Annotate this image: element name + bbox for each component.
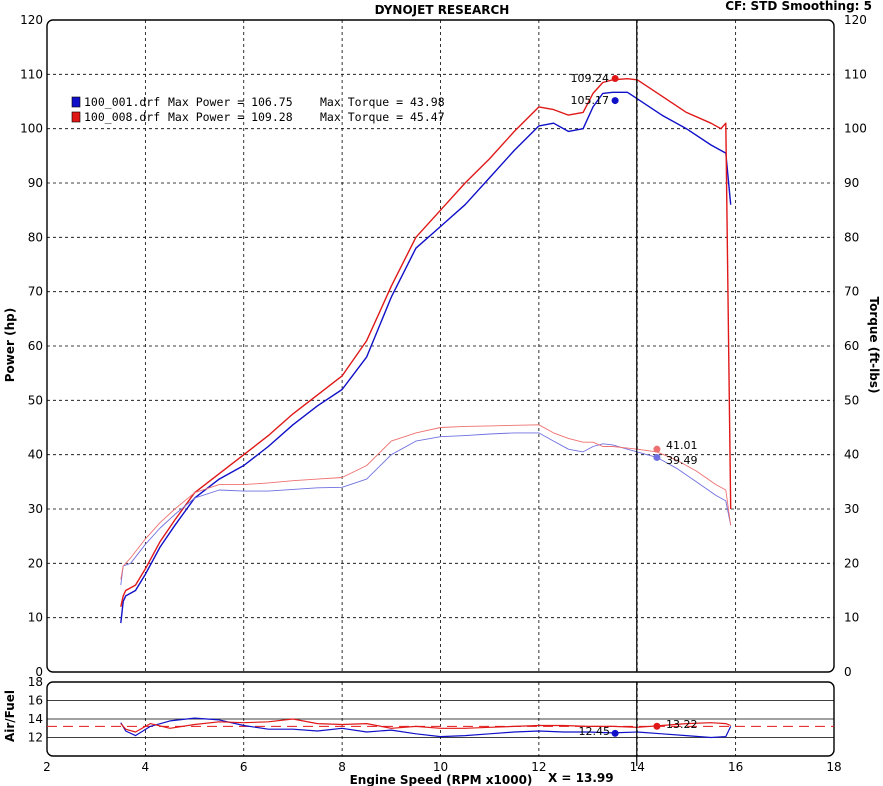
legend-torque-blue: Max Torque = 43.98 xyxy=(320,95,445,109)
x-tick-label: 4 xyxy=(142,760,150,774)
series-line-torque-2 xyxy=(120,432,732,586)
y-tick-left-label: 50 xyxy=(28,393,43,407)
y-tick-left-label: 70 xyxy=(28,285,43,299)
legend: 100_001.drf Max Power = 106.75 Max Torqu… xyxy=(71,95,445,124)
annotation-torque-red: 41.01 xyxy=(666,439,698,452)
y-tick-right-label: 50 xyxy=(844,393,859,407)
annotation-af-blue: 12.45 xyxy=(579,725,611,738)
settings-info: CF: STD Smoothing: 5 xyxy=(725,0,872,13)
series-line-torque-3 xyxy=(120,424,732,580)
air-fuel-axis-label: Air/Fuel xyxy=(3,690,17,742)
y-tick-left-label: 90 xyxy=(28,176,43,190)
y-axis-left-label: Power (hp) xyxy=(3,308,17,382)
marker-power-red xyxy=(611,74,619,82)
air-fuel-series-line-1 xyxy=(120,718,731,733)
annotation-power-blue: 105.17 xyxy=(571,94,610,107)
x-tick-label: 2 xyxy=(43,760,51,774)
y-tick-right-label: 10 xyxy=(844,611,859,625)
legend-torque-red: Max Torque = 45.47 xyxy=(320,110,445,124)
y-tick-right-label: 100 xyxy=(844,122,867,136)
legend-power-red: Max Power = 109.28 xyxy=(168,110,293,124)
y-tick-right-label: 60 xyxy=(844,339,859,353)
y-tick-left-label: 40 xyxy=(28,448,43,462)
marker-af-red xyxy=(653,722,661,730)
annotation-power-red: 109.24 xyxy=(571,72,610,85)
air-fuel-y-tick-label: 12 xyxy=(28,731,43,745)
chart-title: DYNOJET RESEARCH xyxy=(375,3,510,17)
y-tick-left-label: 0 xyxy=(35,665,43,679)
x-tick-label: 18 xyxy=(826,760,841,774)
marker-torque-blue xyxy=(653,453,661,461)
legend-swatch-blue xyxy=(71,96,81,108)
series-line-power-1 xyxy=(120,78,732,607)
annotation-af-red: 13.22 xyxy=(666,718,698,731)
air-fuel-y-tick-label: 18 xyxy=(28,675,43,689)
x-tick-label: 12 xyxy=(531,760,546,774)
marker-power-blue xyxy=(611,97,619,105)
cursor-readout: X = 13.99 xyxy=(548,771,614,785)
y-tick-right-label: 70 xyxy=(844,285,859,299)
y-tick-right-label: 20 xyxy=(844,556,859,570)
air-fuel-plot-grid xyxy=(46,681,835,757)
y-tick-right-label: 120 xyxy=(844,13,867,27)
y-tick-right-label: 90 xyxy=(844,176,859,190)
markers-layer xyxy=(611,20,661,766)
air-fuel-series-line-0 xyxy=(120,717,732,739)
x-tick-label: 8 xyxy=(338,760,346,774)
ticks-layer: 0 0 10 10 20 20 30 30 40 40 50 50 60 60 70 70 80 80 90 90 10… xyxy=(20,13,867,774)
legend-file-red: 100_008.drf xyxy=(84,110,160,124)
legend-power-blue: Max Power = 106.75 xyxy=(168,95,293,109)
y-tick-left-label: 120 xyxy=(20,13,43,27)
y-tick-left-label: 20 xyxy=(28,556,43,570)
legend-file-blue: 100_001.drf xyxy=(84,95,160,109)
series-line-power-0 xyxy=(120,91,732,624)
x-tick-label: 10 xyxy=(433,760,448,774)
y-tick-right-label: 80 xyxy=(844,230,859,244)
x-tick-label: 16 xyxy=(728,760,743,774)
y-tick-left-label: 10 xyxy=(28,611,43,625)
y-tick-left-label: 80 xyxy=(28,230,43,244)
air-fuel-y-tick-label: 14 xyxy=(28,712,43,726)
marker-torque-red xyxy=(653,445,661,453)
y-axis-right-label: Torque (ft-lbs) xyxy=(867,297,881,394)
y-tick-left-label: 110 xyxy=(20,67,43,81)
y-tick-right-label: 110 xyxy=(844,67,867,81)
y-tick-right-label: 40 xyxy=(844,448,859,462)
y-tick-left-label: 60 xyxy=(28,339,43,353)
x-tick-label: 6 xyxy=(240,760,248,774)
annotation-torque-blue: 39.49 xyxy=(666,454,698,467)
legend-swatch-red xyxy=(71,111,81,123)
marker-af-blue xyxy=(611,729,619,737)
y-tick-left-label: 30 xyxy=(28,502,43,516)
y-tick-right-label: 0 xyxy=(844,665,852,679)
y-tick-right-label: 30 xyxy=(844,502,859,516)
y-tick-left-label: 100 xyxy=(20,122,43,136)
x-axis-label: Engine Speed (RPM x1000) xyxy=(350,773,533,786)
air-fuel-y-tick-label: 16 xyxy=(28,694,43,708)
x-tick-label: 14 xyxy=(630,760,645,774)
series-layer xyxy=(120,78,732,739)
